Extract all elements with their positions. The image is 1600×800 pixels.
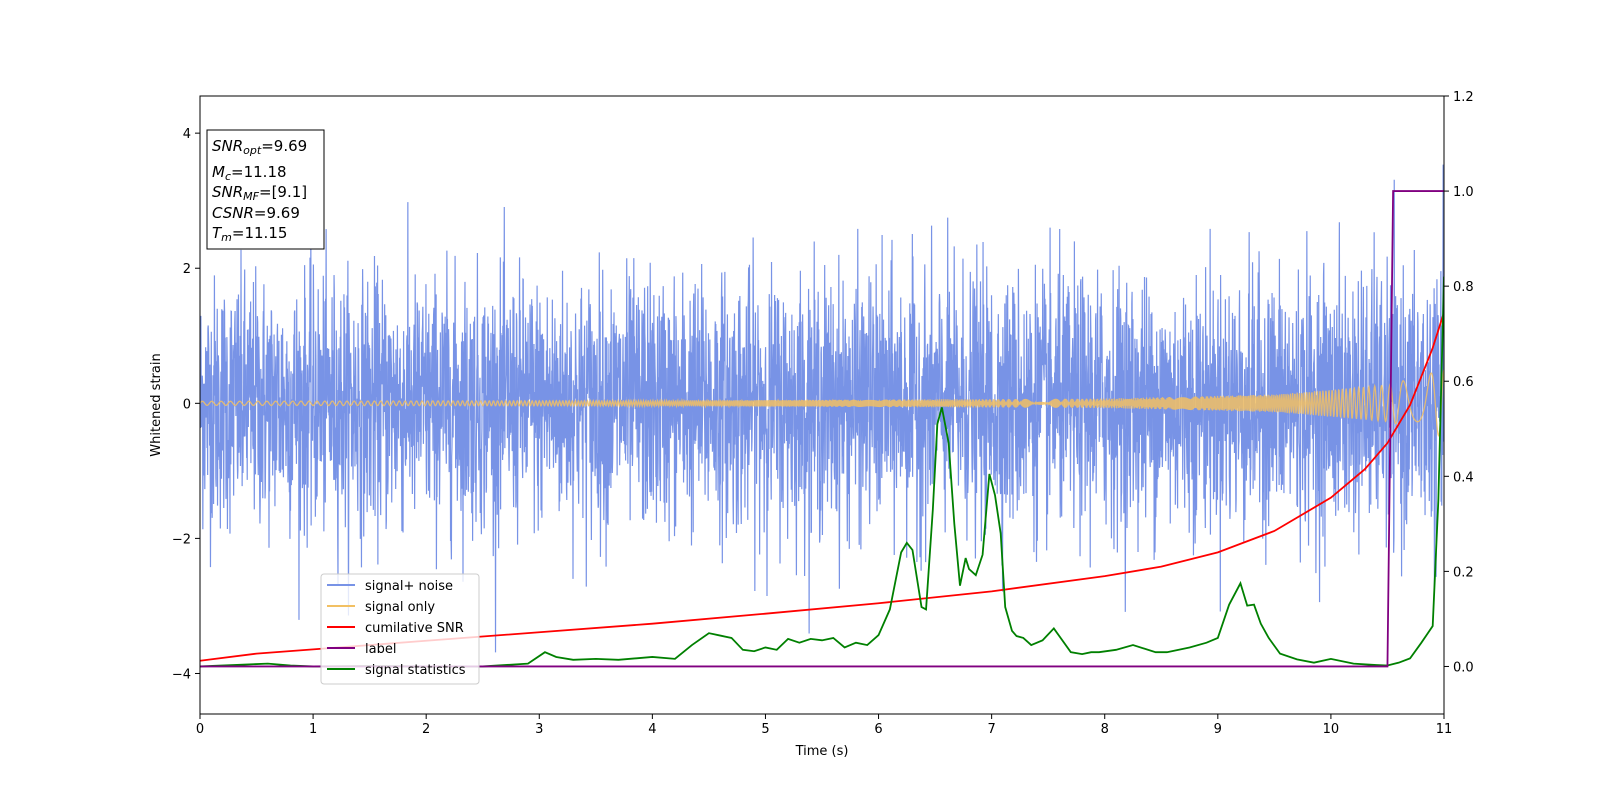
info-tm: Tm=11.15 — [212, 224, 287, 244]
legend-label-cumilative-snr: cumilative SNR — [365, 621, 464, 636]
series-line-signal-only — [200, 369, 1444, 437]
x-tick-label: 2 — [422, 722, 430, 737]
y-tick-label: −2 — [172, 532, 191, 547]
y-tick-label: −4 — [172, 667, 191, 682]
x-tick-label: 5 — [761, 722, 769, 737]
axis-ticks: 0 1 2 3 4 5 6 7 8 9 10 11 4 2 0 −2 −4 1.2 1.0 0.8 0.6 0.4 0.2 0… — [172, 90, 1474, 737]
y-tick-label: 2 — [183, 262, 191, 277]
y2-tick-label: 0.6 — [1453, 375, 1474, 390]
legend-label-signal-only: signal only — [365, 600, 435, 615]
y2-tick-label: 0.4 — [1453, 470, 1474, 485]
info-box-frame — [206, 129, 325, 250]
x-tick-label: 10 — [1323, 722, 1340, 737]
x-tick-label: 6 — [874, 722, 882, 737]
legend-label-signal-statistics: signal statistics — [365, 663, 466, 678]
x-tick-label: 3 — [535, 722, 543, 737]
y2-tick-label: 1.2 — [1453, 90, 1474, 105]
x-tick-label: 1 — [309, 722, 317, 737]
info-snr-mf: SNRMF=[9.1] — [212, 183, 307, 203]
legend-label-signal-noise: signal+ noise — [365, 579, 453, 594]
x-tick-label: 7 — [987, 722, 995, 737]
info-csnr: CSNR=9.69 — [212, 204, 300, 222]
axes-frame — [199, 95, 1445, 715]
y-tick-label: 0 — [183, 397, 191, 412]
y-tick-label: 4 — [183, 127, 191, 142]
x-tick-label: 4 — [648, 722, 656, 737]
series-line-signal-noise — [200, 164, 1444, 653]
x-axis-label: Time (s) — [795, 744, 849, 759]
y2-tick-label: 0.8 — [1453, 280, 1474, 295]
legend: signal+ noise signal only cumilative SNR… — [320, 573, 480, 685]
x-tick-label: 9 — [1214, 722, 1222, 737]
y2-tick-label: 0.0 — [1453, 660, 1474, 675]
x-tick-label: 8 — [1101, 722, 1109, 737]
series-line-signal-statistics — [200, 276, 1444, 668]
y2-tick-label: 1.0 — [1453, 185, 1474, 200]
y2-tick-label: 0.2 — [1453, 565, 1474, 580]
info-snr-opt: SNRopt=9.69 — [212, 137, 307, 157]
x-tick-label: 0 — [196, 722, 204, 737]
info-mc: Mc=11.18 — [212, 163, 287, 183]
legend-frame — [320, 573, 480, 685]
x-tick-label: 11 — [1436, 722, 1453, 737]
series-line-label — [200, 190, 1444, 668]
info-box: SNRopt=9.69 Mc=11.18 SNRMF=[9.1] CSNR=9.… — [206, 129, 325, 250]
y-axis-label: Whitened strain — [149, 353, 164, 456]
legend-label-label: label — [365, 642, 396, 657]
